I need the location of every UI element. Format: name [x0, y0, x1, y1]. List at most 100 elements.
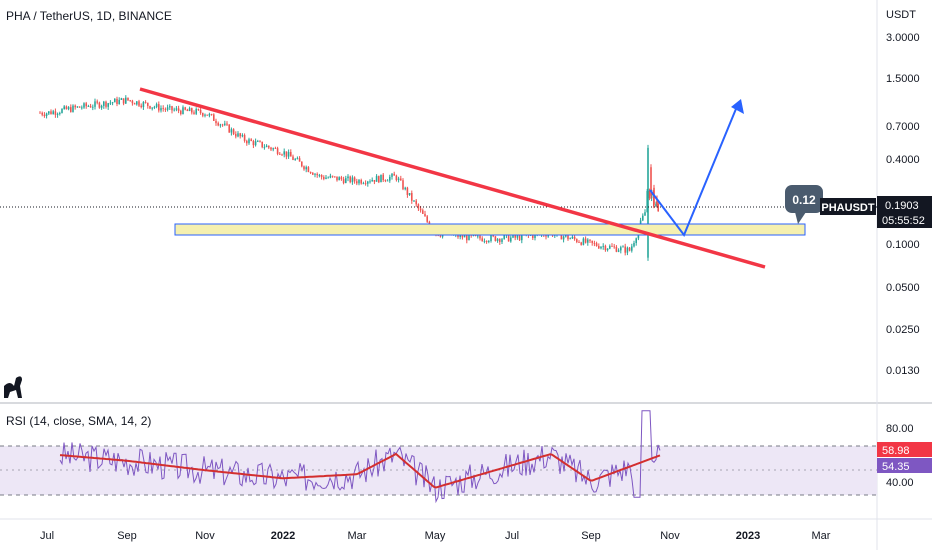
candle-body [600, 246, 602, 249]
candle-body [188, 108, 191, 112]
candle-body [606, 248, 609, 251]
candle-body [417, 204, 420, 209]
candle-body [397, 178, 400, 181]
candle-body [210, 114, 213, 115]
x-tick: Mar [812, 530, 831, 542]
candle-body [70, 107, 72, 112]
last-price-label: 0.1903 05:55:52 [877, 196, 932, 228]
candle-body [334, 176, 336, 178]
candle-body [151, 107, 153, 109]
candle-body [250, 139, 252, 141]
time-axis: Jul Sep Nov 2022 Mar May Jul Sep Nov 202… [40, 530, 831, 542]
candle-body [129, 100, 131, 101]
rsi-line [59, 410, 661, 504]
candle-body [96, 101, 98, 103]
candle-body [155, 104, 158, 107]
candle-body [331, 175, 334, 177]
candle-body [507, 234, 510, 242]
candle-body [635, 238, 637, 243]
ticker-label: PHAUSDT [820, 198, 876, 215]
candle-body [338, 177, 340, 181]
x-tick: Jul [505, 530, 519, 542]
y-tick: 3.0000 [886, 32, 920, 44]
candle-body [213, 114, 215, 121]
candle-body [371, 180, 373, 182]
projection-line[interactable] [649, 103, 739, 237]
candle-body [518, 235, 521, 241]
candle-body [459, 234, 461, 238]
candle-body [246, 140, 248, 144]
candle-body [125, 97, 127, 104]
candle-body [327, 177, 329, 179]
candle-body [173, 109, 175, 111]
candle-body [499, 238, 501, 242]
candle-body [186, 109, 189, 112]
candle-body [567, 235, 569, 240]
candle-body [329, 175, 332, 178]
candle-body [307, 167, 310, 172]
candle-body [488, 241, 490, 242]
candle-body [342, 179, 345, 184]
candle-body [199, 109, 202, 114]
candle-body [323, 177, 325, 179]
candle-body [50, 111, 52, 115]
candle-body [100, 105, 103, 108]
price-callout[interactable]: 0.12 [785, 185, 823, 224]
candle-body [184, 107, 186, 110]
rsi-title[interactable]: RSI (14, close, SMA, 14, 2) [6, 414, 152, 428]
candle-body [166, 107, 169, 110]
callout-tail [795, 212, 806, 224]
candle-body [565, 235, 567, 237]
candle-body [140, 105, 142, 108]
candle-body [389, 176, 391, 181]
candle-body [402, 180, 404, 190]
support-zone[interactable] [174, 223, 806, 236]
candle-body [85, 103, 87, 107]
y-tick: 1.5000 [886, 73, 920, 85]
candle-body [466, 235, 468, 241]
candle-body [221, 124, 224, 126]
candle-body [532, 235, 534, 239]
candle-body [147, 102, 149, 106]
candle-body [312, 173, 314, 175]
candle-body [94, 101, 96, 107]
candle-body [501, 239, 503, 242]
candle-body [589, 239, 591, 241]
trendline[interactable] [139, 87, 766, 269]
candle-body [287, 152, 290, 157]
candle-body [391, 173, 393, 177]
candle-body [349, 176, 351, 183]
tradingview-logo[interactable] [4, 376, 22, 398]
rsi-value-bg [877, 442, 932, 457]
candle-body [413, 200, 415, 202]
candle-body [510, 237, 512, 242]
x-tick: Sep [581, 530, 601, 542]
candle-body [111, 102, 114, 104]
candle-body [545, 235, 547, 237]
candle-body [474, 235, 477, 236]
candle-body [248, 139, 250, 144]
candle-body [142, 102, 145, 108]
candle-body [215, 120, 217, 124]
y-tick: 0.4000 [886, 154, 920, 166]
rsi-ma-value: 54.35 [882, 461, 910, 473]
candle-body [604, 245, 607, 251]
y-tick: 0.0500 [886, 282, 920, 294]
candle-body [204, 114, 206, 116]
candle-body [272, 148, 274, 150]
candle-body [133, 103, 136, 105]
y-tick: 0.0250 [886, 324, 920, 336]
candle-body [153, 106, 156, 108]
candle-body [39, 112, 41, 114]
candle-body [367, 181, 369, 184]
candle-body [463, 235, 466, 238]
candle-body [127, 97, 129, 101]
candle-body [529, 235, 532, 236]
symbol-title[interactable]: PHA / TetherUS, 1D, BINANCE [6, 9, 172, 23]
candle-body [628, 247, 631, 251]
candle-body [424, 213, 426, 217]
candle-body [369, 181, 371, 183]
logo-shape [4, 376, 22, 398]
candle-body [375, 176, 378, 182]
